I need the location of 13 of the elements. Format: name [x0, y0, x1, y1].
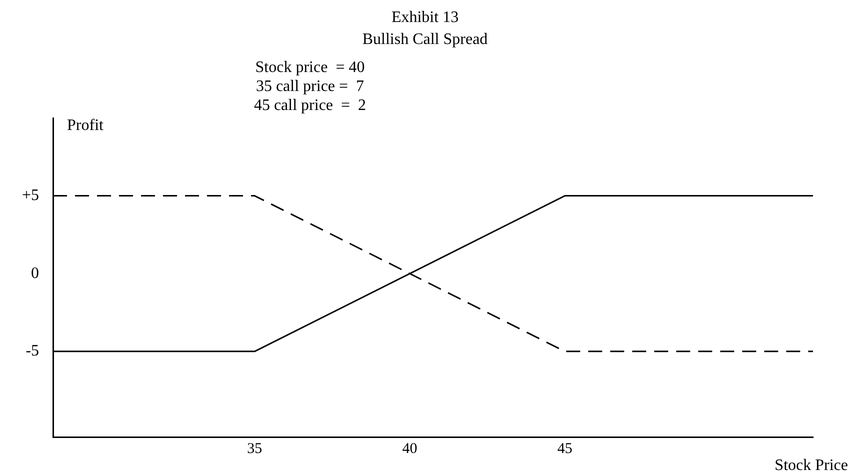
- text: 35 call price = 7: [256, 78, 364, 95]
- chart-title: Exhibit 13: [391, 9, 459, 26]
- text: Stock price = 40: [255, 59, 365, 76]
- y-tick-label: -5: [26, 342, 40, 360]
- y-tick-label: +5: [22, 187, 40, 204]
- text: 45 call price = 2: [254, 97, 366, 114]
- y-tick-label: 0: [31, 264, 40, 282]
- y-axis-title: Profit: [67, 117, 104, 134]
- x-axis-title: Stock Price: [774, 457, 848, 474]
- chart-subtitle: Bullish Call Spread: [362, 31, 488, 48]
- x-tick-label: 45: [557, 440, 572, 457]
- x-tick-label: 40: [402, 440, 418, 457]
- x-tick-label: 35: [247, 440, 262, 457]
